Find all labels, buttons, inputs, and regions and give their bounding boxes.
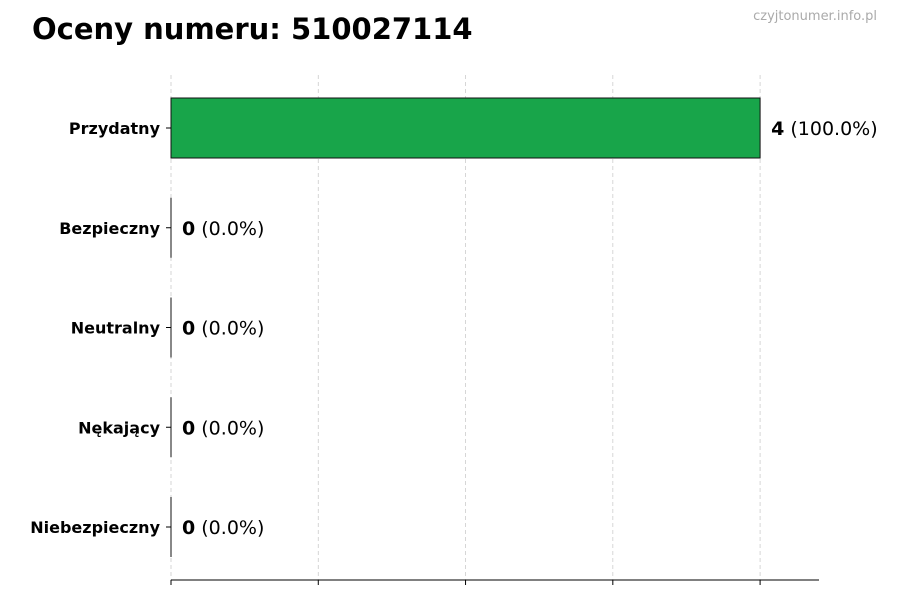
data-label: 4 (100.0%) — [771, 118, 878, 140]
data-label: 0 (0.0%) — [182, 517, 264, 539]
data-label: 0 (0.0%) — [182, 417, 264, 439]
category-label: Nękający — [78, 418, 160, 437]
percent-text: (0.0%) — [195, 517, 264, 539]
percent-text: (0.0%) — [195, 218, 264, 240]
watermark: czyjtonumer.info.pl — [753, 9, 877, 24]
value-text: 4 — [771, 118, 784, 140]
percent-text: (0.0%) — [195, 318, 264, 340]
value-text: 0 — [182, 417, 195, 439]
category-label: Neutralny — [71, 319, 161, 338]
value-text: 0 — [182, 218, 195, 240]
category-label: Niebezpieczny — [30, 518, 160, 537]
value-text: 0 — [182, 318, 195, 340]
bar — [170, 97, 761, 159]
category-label: Bezpieczny — [59, 219, 160, 238]
chart-title: Oceny numeru: 510027114 — [32, 12, 473, 46]
percent-text: (100.0%) — [784, 118, 877, 140]
category-label: Przydatny — [69, 119, 161, 138]
percent-text: (0.0%) — [195, 417, 264, 439]
data-label: 0 (0.0%) — [182, 318, 264, 340]
value-text: 0 — [182, 517, 195, 539]
data-label: 0 (0.0%) — [182, 218, 264, 240]
